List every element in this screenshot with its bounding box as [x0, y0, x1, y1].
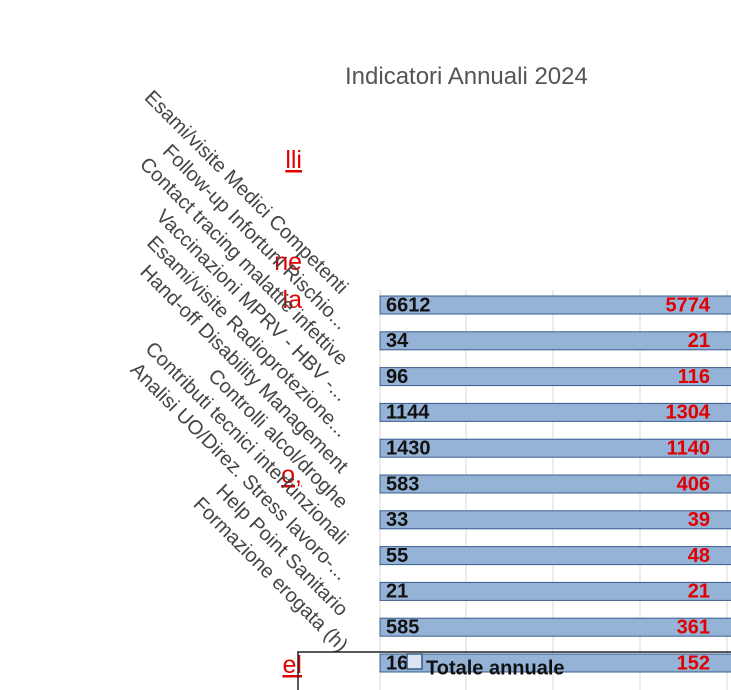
bar — [379, 474, 731, 494]
left-value: 55 — [386, 545, 408, 567]
bar — [379, 402, 731, 422]
right-value: 152 — [677, 652, 710, 674]
legend-label: Totale annuale — [426, 657, 565, 679]
right-value: 406 — [677, 473, 710, 495]
left-value: 585 — [386, 616, 419, 638]
right-value: 48 — [688, 545, 710, 567]
side-text: lli — [285, 146, 302, 174]
bar — [379, 295, 731, 315]
left-value: 583 — [386, 473, 419, 495]
bar — [379, 546, 731, 566]
right-value: 39 — [688, 509, 710, 531]
bar — [379, 581, 731, 601]
left-value: 1430 — [386, 437, 431, 459]
bar — [379, 510, 731, 530]
right-value: 116 — [678, 366, 710, 388]
bar — [379, 617, 731, 637]
side-text: el — [283, 651, 302, 679]
left-value: 6612 — [386, 294, 431, 316]
left-value: 34 — [386, 330, 409, 352]
left-value: 21 — [386, 581, 408, 603]
chart-title: Indicatori Annuali 2024 — [345, 63, 588, 90]
side-text: o, — [281, 461, 302, 489]
right-value: 21 — [688, 330, 710, 352]
bar — [379, 367, 731, 387]
bar — [379, 331, 731, 351]
right-value: 21 — [688, 581, 710, 603]
left-value: 1144 — [386, 402, 430, 424]
left-value: 96 — [386, 366, 408, 388]
right-value: 361 — [677, 616, 710, 638]
side-text: ne — [274, 248, 302, 276]
legend-swatch — [406, 653, 423, 670]
left-value: 33 — [386, 509, 408, 531]
right-value: 5774 — [666, 294, 711, 316]
side-text: la — [283, 286, 303, 314]
bar — [379, 438, 731, 458]
bar — [379, 653, 731, 673]
right-value: 1304 — [666, 402, 711, 424]
legend-box — [297, 651, 731, 690]
right-value: 1140 — [667, 437, 710, 459]
